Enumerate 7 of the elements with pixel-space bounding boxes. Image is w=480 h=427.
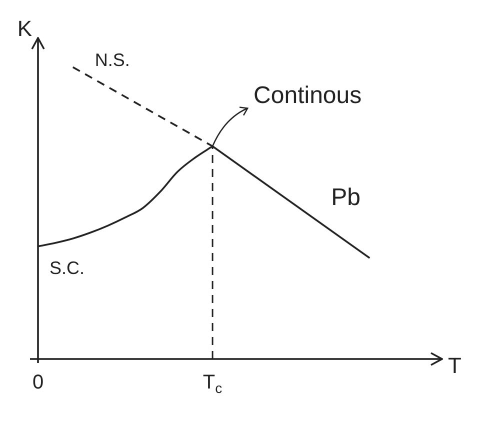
series-label: S.C. <box>49 258 84 278</box>
y-axis-title: K <box>17 16 32 42</box>
annotation: Pb <box>331 184 360 211</box>
x-axis-title: T <box>448 353 462 378</box>
series-label: N.S. <box>94 50 130 70</box>
annotation: Continous <box>254 82 362 109</box>
x-tick-label: 0 <box>32 372 44 394</box>
